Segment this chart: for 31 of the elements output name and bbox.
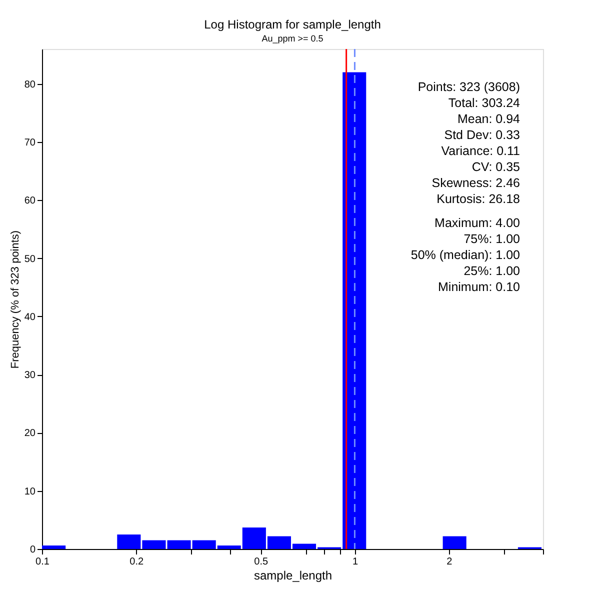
x-tick-label: 0.2	[130, 556, 144, 568]
y-tick-label: 20	[24, 428, 36, 440]
annotation: Minimum: 0.10	[438, 280, 520, 294]
annotation: Skewness: 2.46	[432, 176, 520, 190]
chart-title: Log Histogram for sample_length	[204, 17, 381, 32]
y-tick-label: 30	[24, 370, 36, 382]
x-tick-label: 2	[446, 556, 453, 568]
annotation: Maximum: 4.00	[434, 216, 520, 230]
annotation: Kurtosis: 26.18	[436, 192, 520, 206]
x-tick-label: 0.5	[254, 556, 268, 568]
y-axis-title: Frequency (% of 323 points)	[9, 230, 22, 369]
annotation: Std Dev: 0.33	[444, 128, 520, 142]
annotation: Total: 303.24	[448, 96, 520, 110]
x-tick-label: 0.1	[36, 556, 50, 568]
annotation: Mean: 0.94	[457, 112, 520, 126]
x-tick-label: 1	[352, 556, 358, 568]
y-tick-label: 50	[24, 254, 36, 265]
x-axis-title: sample_length	[254, 568, 332, 582]
annotation: Variance: 0.11	[441, 144, 520, 158]
y-tick-label: 80	[24, 79, 36, 90]
annotation: 25%: 1.00	[464, 264, 520, 278]
y-tick-label: 70	[24, 138, 36, 149]
y-tick-label: 60	[24, 196, 36, 207]
y-tick-label: 0	[30, 544, 36, 556]
y-tick-label: 10	[24, 486, 36, 498]
y-tick-label: 40	[24, 312, 36, 323]
annotation: Points: 323 (3608)	[418, 80, 520, 94]
annotation: 50% (median): 1.00	[410, 248, 520, 262]
chart-subtitle: Au_ppm >= 0.5	[262, 33, 324, 44]
annotation: CV: 0.35	[472, 160, 520, 174]
annotation: 75%: 1.00	[464, 232, 520, 246]
